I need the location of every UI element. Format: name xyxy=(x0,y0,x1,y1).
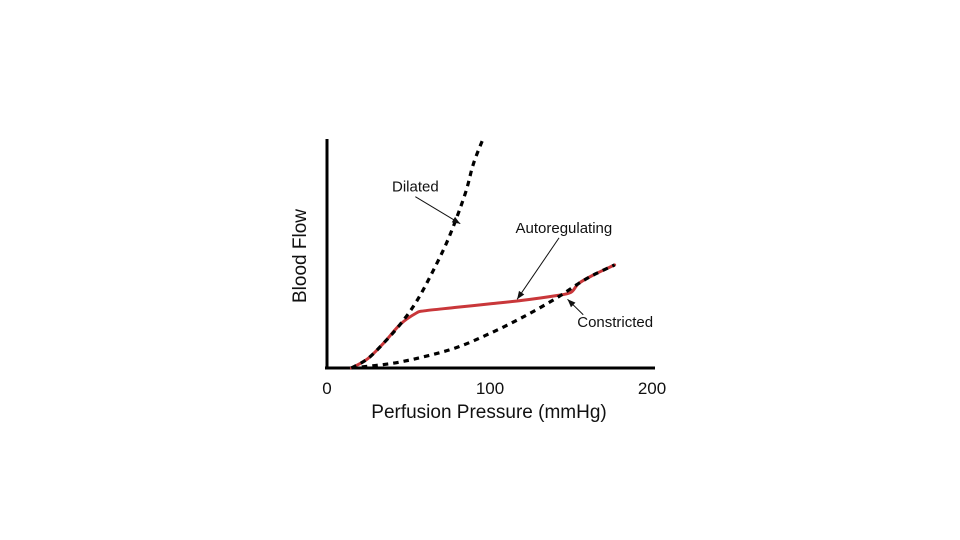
y-axis-title: Blood Flow xyxy=(290,209,311,303)
annotation-constricted: Constricted xyxy=(577,314,653,331)
annotation-dilated: Dilated xyxy=(392,179,439,196)
x-tick-label-200: 200 xyxy=(638,379,666,398)
annotation-arrow-line-1 xyxy=(516,237,560,300)
annotation-layer: Dilated Autoregulating Constricted xyxy=(392,179,653,331)
series-line-constricted xyxy=(351,263,616,370)
x-tick-labels: 0 100 200 xyxy=(322,379,666,398)
axes xyxy=(325,139,655,370)
x-tick-label-0: 0 xyxy=(322,379,331,398)
series-line-dilated xyxy=(350,138,485,370)
annotation-arrow-line-0 xyxy=(415,196,461,225)
annotation-autoregulating: Autoregulating xyxy=(516,220,613,237)
annotation-arrowhead-0 xyxy=(451,216,461,224)
annotation-arrowhead-2 xyxy=(567,299,576,308)
x-tick-label-100: 100 xyxy=(476,379,504,398)
x-axis-title: Perfusion Pressure (mmHg) xyxy=(371,402,606,423)
annotation-arrowhead-1 xyxy=(517,290,525,300)
series-line-autoregulating xyxy=(349,263,617,370)
series-layer xyxy=(349,138,617,370)
